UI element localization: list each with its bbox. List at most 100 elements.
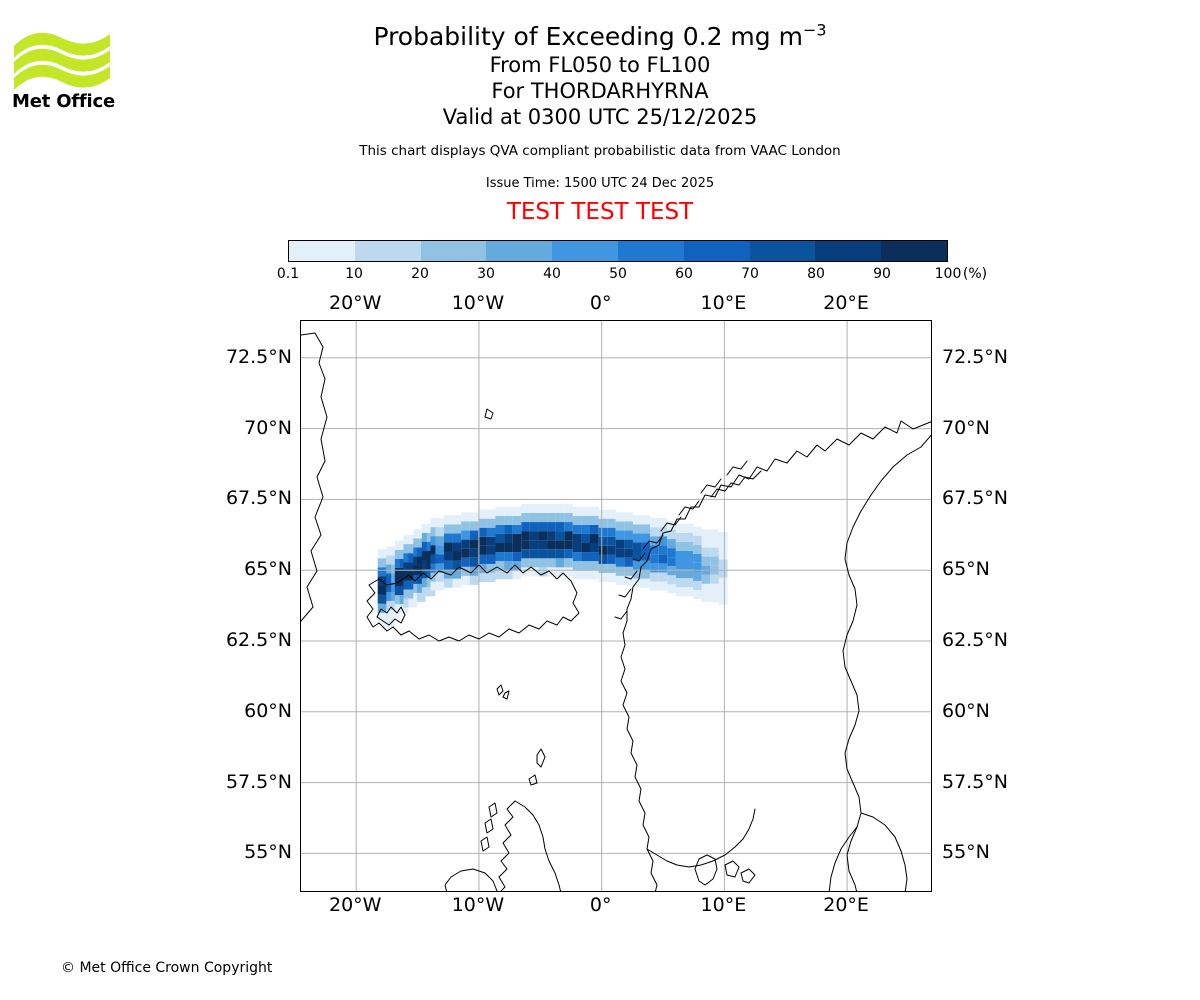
plume-cell [469, 566, 479, 576]
plume-cell [701, 574, 711, 584]
plume-cell [581, 515, 591, 525]
plume-cell [504, 552, 513, 562]
plume-cell [547, 512, 556, 523]
plume-cell [495, 515, 505, 525]
lat-tick-right-62.5: 62.5°N [942, 628, 1009, 651]
plume-cell [421, 559, 431, 570]
plume-cell [538, 512, 548, 523]
plume-cell [469, 512, 479, 522]
plume-cell [572, 515, 582, 525]
plume-cell [641, 542, 651, 552]
plume-cell [495, 561, 505, 571]
map-canvas [301, 321, 931, 891]
page-title: Probability of Exceeding 0.2 mg m−3 [180, 22, 1020, 52]
plume-cell [564, 558, 573, 568]
plume-cell [512, 561, 522, 571]
plume-cell [538, 567, 548, 577]
plume-cell [478, 554, 487, 564]
plume-cell [675, 559, 685, 570]
colorbar-cell-0 [289, 241, 355, 261]
plume-cell [521, 512, 530, 523]
colorbar-units-label: (%) [962, 266, 988, 282]
colorbar-tick-60: 60 [675, 266, 693, 282]
plume-cell [394, 558, 404, 568]
valid-time-label: Valid at 0300 UTC 25/12/2025 [442, 105, 758, 129]
plume-cell [590, 552, 599, 562]
plume-cell [564, 522, 573, 532]
met-office-logo-text: Met Office [12, 91, 116, 112]
plume-cell [590, 533, 599, 544]
colorbar-tick-0.1: 0.1 [276, 266, 300, 282]
plume-cell [581, 543, 591, 553]
lon-tick-bottom--20: 20°W [328, 894, 382, 916]
plume-cell [377, 612, 387, 622]
plume-cell [430, 572, 440, 582]
plume-cell [667, 548, 676, 558]
plume-cell [658, 536, 668, 546]
copyright-label: © Met Office Crown Copyright [61, 960, 273, 976]
plume-cell [564, 512, 573, 523]
plume-cell [521, 558, 530, 568]
plume-cell [675, 569, 685, 579]
plume-cell [710, 583, 719, 593]
plume-cell [632, 533, 642, 543]
plume-cell [408, 535, 417, 545]
plume-cell [521, 531, 530, 541]
plume-cell [684, 550, 694, 560]
plume-cell [590, 515, 599, 525]
lat-tick-left-60: 60°N [244, 699, 292, 722]
lat-tick-left-57.5: 57.5°N [225, 770, 292, 793]
plume-cell [658, 572, 668, 582]
plume-cell [486, 545, 496, 555]
colorbar-tick-20: 20 [411, 266, 429, 282]
plume-cell [538, 503, 548, 513]
plume-cell [615, 566, 625, 576]
plume-cell [667, 575, 676, 585]
plume-cell [495, 570, 505, 580]
plume-cell [416, 574, 426, 584]
plume-cell [538, 558, 548, 568]
plume-cell [443, 560, 453, 570]
plume-cell [590, 524, 599, 534]
plume-cell [641, 551, 651, 561]
plume-cell [416, 592, 426, 602]
plume-cell [461, 512, 470, 522]
plume-cell [435, 554, 444, 564]
plume-cell [408, 571, 417, 581]
plume-cell [615, 539, 625, 549]
plume-cell [435, 581, 444, 591]
plume-cell [675, 578, 685, 588]
plume-cell [641, 515, 651, 525]
plume-cell [590, 506, 599, 516]
plume-cell [658, 581, 668, 591]
plume-cell [443, 542, 453, 552]
plume-cell [421, 532, 431, 542]
plume-cell [667, 539, 676, 549]
chart-header: Probability of Exceeding 0.2 mg m−3 From… [180, 22, 1020, 226]
lat-tick-right-60: 60°N [942, 699, 990, 722]
plume-cell [598, 573, 608, 583]
plume-cell [675, 532, 685, 542]
plume-cell [408, 553, 417, 563]
colorbar-cell-9 [881, 241, 947, 261]
plume-cell [421, 569, 431, 579]
plume-cell [504, 506, 513, 516]
plume-cell [564, 503, 573, 513]
plume-cell [547, 558, 556, 568]
plume-cell [394, 567, 404, 577]
plume-cell [416, 538, 426, 548]
plume-cell [399, 604, 409, 614]
plume-cell [693, 526, 702, 536]
plume-cell [452, 524, 462, 534]
plume-cell [547, 540, 556, 550]
plume-cell [521, 503, 530, 513]
plume-cell [632, 578, 642, 588]
plume-cell [710, 556, 719, 566]
plume-cell [416, 583, 426, 593]
lon-tick-bottom-0: 0° [589, 894, 612, 916]
plume-cell [624, 530, 633, 540]
plume-cell [658, 563, 668, 573]
plume-cell [718, 586, 728, 596]
plume-cell [538, 522, 548, 532]
plume-cell [564, 540, 573, 550]
